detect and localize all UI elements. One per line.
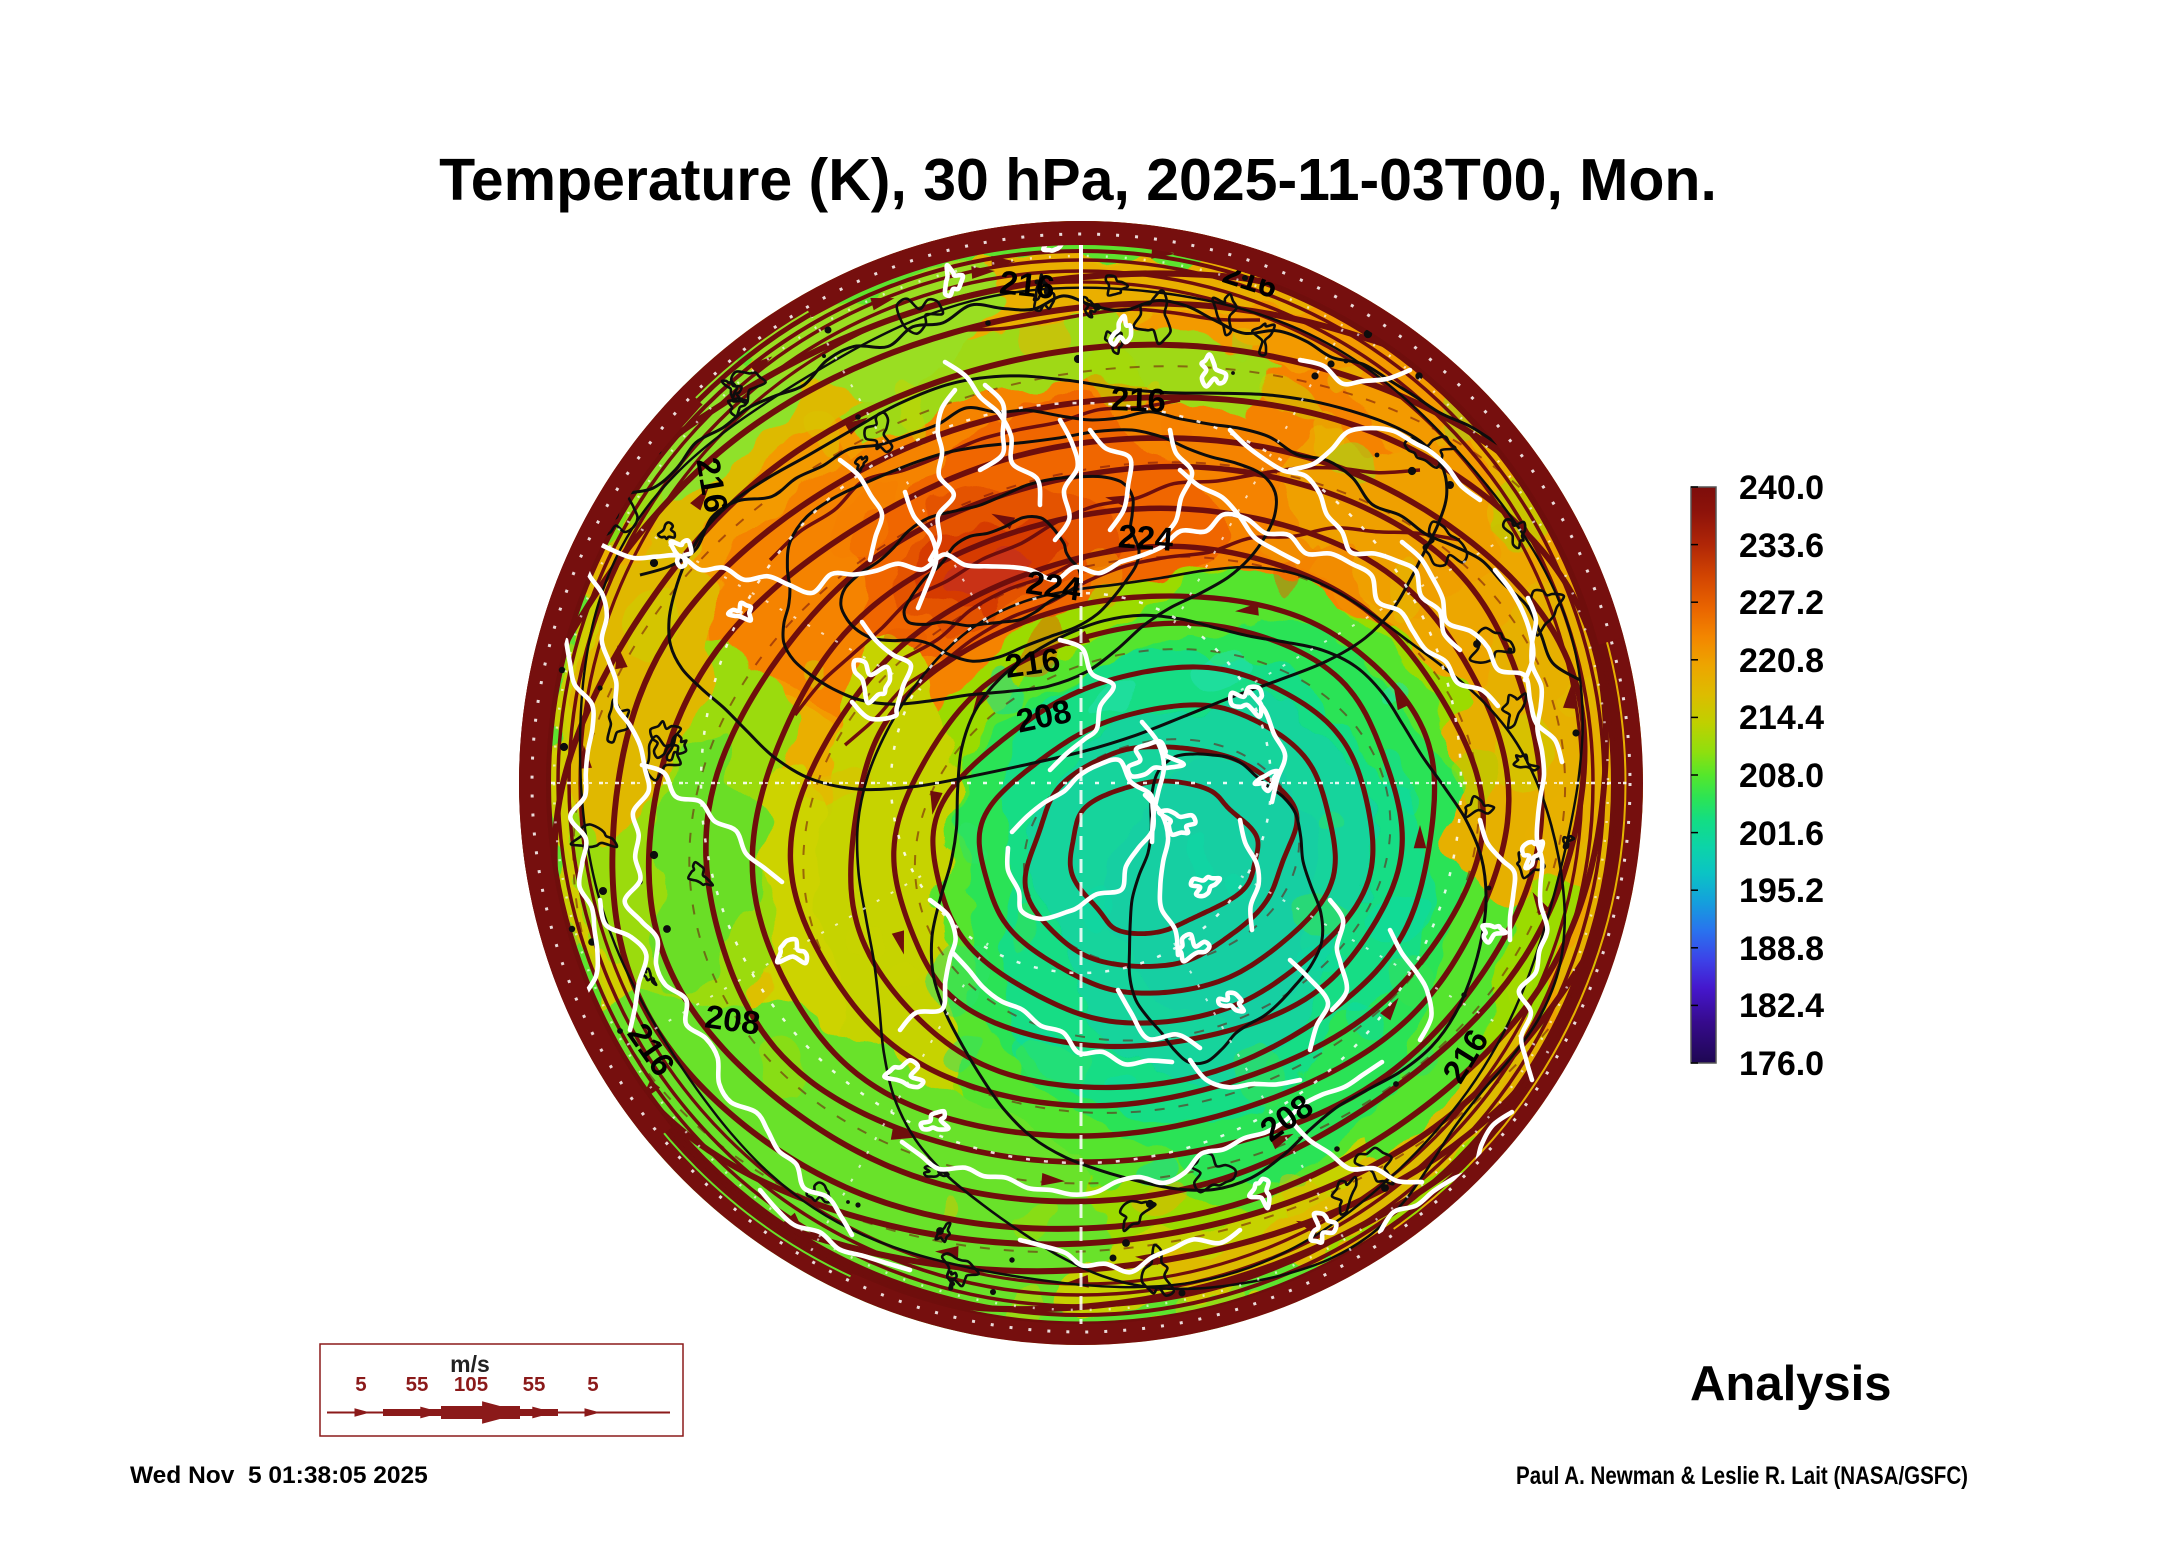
svg-text:176.0: 176.0 [1739,1045,1824,1083]
svg-text:214.4: 214.4 [1739,699,1824,737]
svg-text:55: 55 [406,1373,429,1396]
svg-text:Analysis: Analysis [1690,1357,1892,1411]
svg-text:5: 5 [587,1373,598,1396]
svg-text:224: 224 [1117,517,1175,558]
svg-text:220.8: 220.8 [1739,642,1824,680]
svg-text:Paul A. Newman & Leslie R. Lai: Paul A. Newman & Leslie R. Lait (NASA/GS… [1516,1462,1968,1490]
svg-text:55: 55 [523,1373,546,1396]
svg-text:m/s: m/s [450,1351,490,1377]
svg-text:216: 216 [1110,380,1166,419]
svg-text:Temperature (K), 30 hPa, 2025-: Temperature (K), 30 hPa, 2025-11-03T00, … [439,147,1717,213]
svg-text:224: 224 [1024,563,1084,607]
svg-text:208.0: 208.0 [1739,757,1824,795]
svg-text:227.2: 227.2 [1739,584,1824,622]
svg-text:5: 5 [355,1373,366,1396]
svg-text:240.0: 240.0 [1739,469,1824,507]
svg-text:201.6: 201.6 [1739,815,1824,853]
svg-text:216: 216 [1003,640,1063,684]
svg-text:188.8: 188.8 [1739,930,1824,968]
svg-text:208: 208 [703,997,763,1041]
svg-text:Wed Nov 5 01:38:05 2025: Wed Nov 5 01:38:05 2025 [130,1462,428,1489]
svg-text:216: 216 [998,263,1057,306]
svg-text:182.4: 182.4 [1739,987,1824,1025]
svg-text:195.2: 195.2 [1739,872,1824,910]
svg-text:105: 105 [454,1373,488,1396]
svg-text:233.6: 233.6 [1739,527,1824,565]
